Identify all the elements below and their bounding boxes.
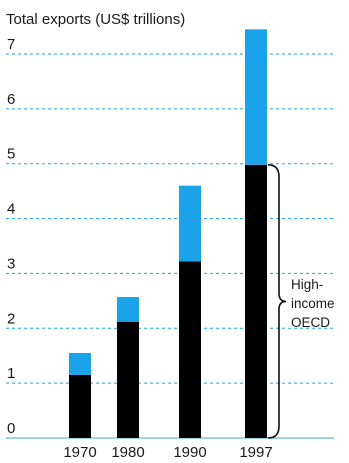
y-tick-label: 7	[7, 36, 15, 53]
x-tick-label: 1997	[239, 444, 272, 461]
bar-segment-1970-base	[69, 374, 91, 438]
y-axis-ticks: 0 1 2 3 4 5 6 7	[7, 36, 15, 437]
x-axis-ticks: 1970 1980 1990 1997	[63, 444, 272, 461]
y-tick-label: 3	[7, 255, 15, 272]
y-tick-label: 2	[7, 310, 15, 327]
bar-segment-1980-top	[117, 297, 139, 322]
bar-segment-1970-top	[69, 352, 91, 375]
annotation-label: OECD	[291, 315, 330, 330]
chart-title: Total exports (US$ trillions)	[6, 11, 185, 28]
x-tick-label: 1970	[63, 444, 96, 461]
bar-segment-1990-top	[179, 185, 201, 262]
bars	[69, 29, 267, 438]
bar-segment-1997-base	[245, 164, 267, 438]
curly-brace	[267, 164, 287, 439]
y-tick-label: 0	[7, 420, 15, 437]
y-tick-label: 1	[7, 365, 15, 382]
bar-segment-1980-base	[117, 321, 139, 438]
y-tick-label: 5	[7, 146, 15, 163]
x-tick-label: 1980	[111, 444, 144, 461]
x-tick-label: 1990	[173, 444, 206, 461]
annotation: High-income OECD	[267, 164, 335, 439]
y-tick-label: 6	[7, 91, 15, 108]
annotation-label: income	[291, 296, 335, 311]
y-tick-label: 4	[7, 201, 15, 218]
bar-segment-1997-top	[245, 29, 267, 165]
gridlines	[6, 53, 334, 439]
annotation-label: High-	[291, 277, 323, 292]
bar-segment-1990-base	[179, 261, 201, 438]
